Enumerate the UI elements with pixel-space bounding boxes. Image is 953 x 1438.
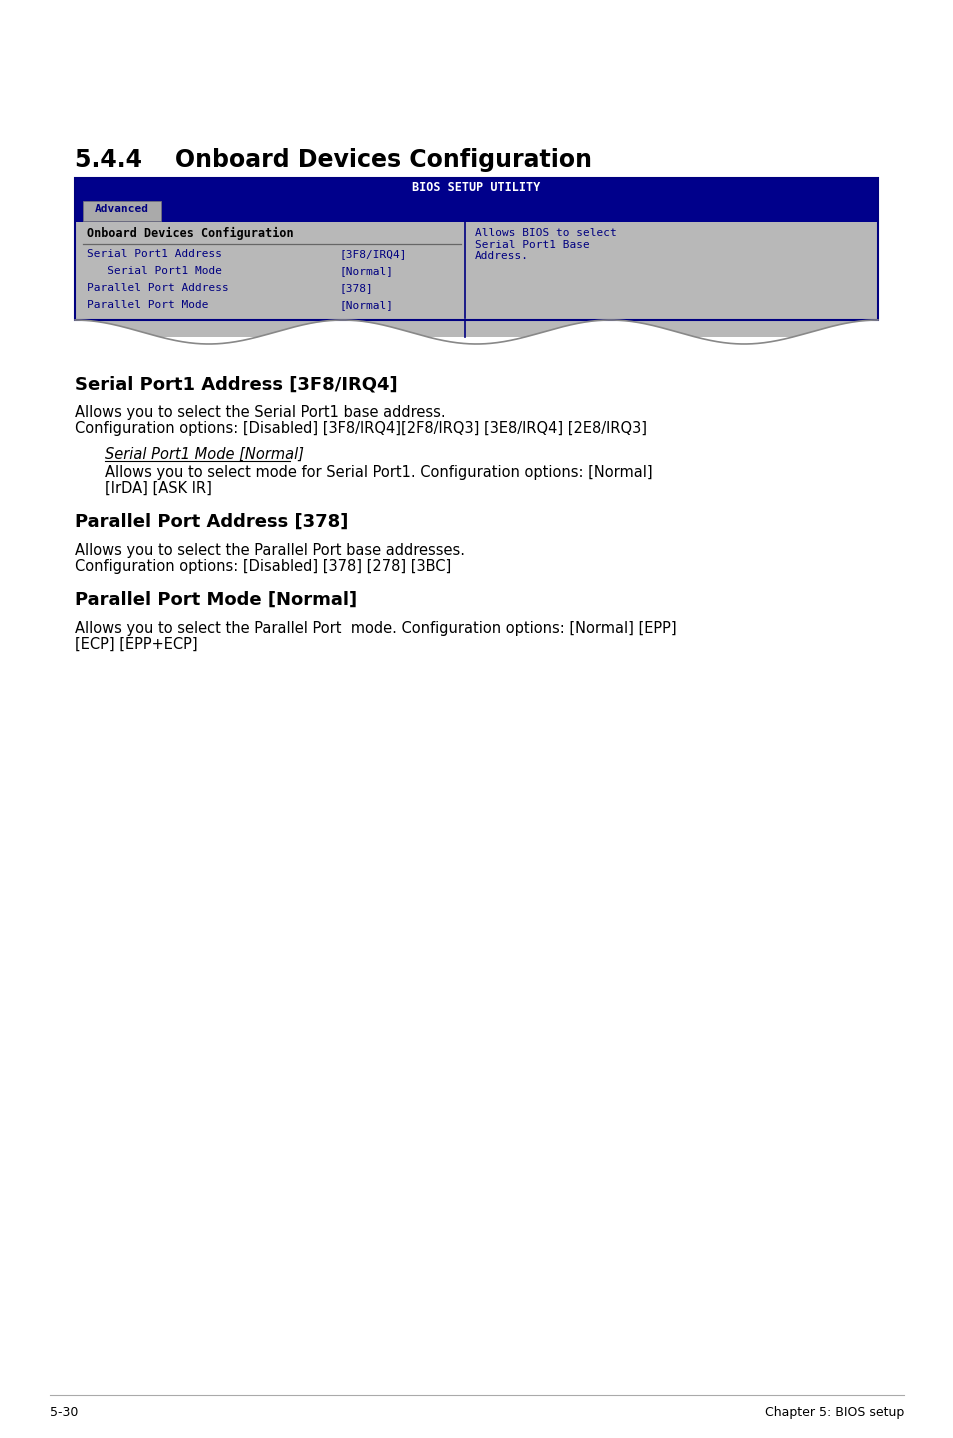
- Text: Chapter 5: BIOS setup: Chapter 5: BIOS setup: [764, 1406, 903, 1419]
- Text: Serial Port1 Address [3F8/IRQ4]: Serial Port1 Address [3F8/IRQ4]: [75, 375, 397, 393]
- Text: Serial Port1 Mode [Normal]: Serial Port1 Mode [Normal]: [105, 447, 304, 462]
- Text: 5.4.4    Onboard Devices Configuration: 5.4.4 Onboard Devices Configuration: [75, 148, 592, 173]
- Bar: [75, 200, 877, 221]
- Text: Configuration options: [Disabled] [3F8/IRQ4][2F8/IRQ3] [3E8/IRQ4] [2E8/IRQ3]: Configuration options: [Disabled] [3F8/I…: [75, 421, 646, 436]
- Text: Advanced: Advanced: [95, 204, 149, 214]
- Text: Onboard Devices Configuration: Onboard Devices Configuration: [87, 227, 294, 240]
- Text: Parallel Port Mode [Normal]: Parallel Port Mode [Normal]: [75, 591, 356, 610]
- Text: [378]: [378]: [339, 283, 374, 293]
- Text: Serial Port1 Mode: Serial Port1 Mode: [87, 266, 222, 276]
- Polygon shape: [75, 321, 877, 344]
- Bar: [83, 201, 161, 221]
- Text: [Normal]: [Normal]: [339, 266, 394, 276]
- Text: Allows you to select mode for Serial Port1. Configuration options: [Normal]: Allows you to select mode for Serial Por…: [105, 464, 652, 480]
- Text: [3F8/IRQ4]: [3F8/IRQ4]: [339, 249, 407, 259]
- Polygon shape: [75, 321, 877, 344]
- Text: Allows you to select the Parallel Port  mode. Configuration options: [Normal] [E: Allows you to select the Parallel Port m…: [75, 621, 676, 636]
- Text: BIOS SETUP UTILITY: BIOS SETUP UTILITY: [412, 181, 540, 194]
- Bar: [75, 178, 877, 321]
- Text: [IrDA] [ASK IR]: [IrDA] [ASK IR]: [105, 480, 212, 496]
- Text: Allows you to select the Parallel Port base addresses.: Allows you to select the Parallel Port b…: [75, 544, 464, 558]
- Text: 5-30: 5-30: [50, 1406, 78, 1419]
- Text: [Normal]: [Normal]: [339, 301, 394, 311]
- Text: Parallel Port Address: Parallel Port Address: [87, 283, 229, 293]
- Text: [ECP] [EPP+ECP]: [ECP] [EPP+ECP]: [75, 637, 197, 651]
- Bar: [75, 221, 877, 321]
- Text: Parallel Port Mode: Parallel Port Mode: [87, 301, 209, 311]
- Text: Allows BIOS to select
Serial Port1 Base
Address.: Allows BIOS to select Serial Port1 Base …: [475, 229, 616, 262]
- Bar: [75, 178, 877, 200]
- Text: Parallel Port Address [378]: Parallel Port Address [378]: [75, 513, 348, 531]
- Text: Allows you to select the Serial Port1 base address.: Allows you to select the Serial Port1 ba…: [75, 406, 445, 420]
- Text: Configuration options: [Disabled] [378] [278] [3BC]: Configuration options: [Disabled] [378] …: [75, 559, 451, 574]
- Text: Serial Port1 Address: Serial Port1 Address: [87, 249, 222, 259]
